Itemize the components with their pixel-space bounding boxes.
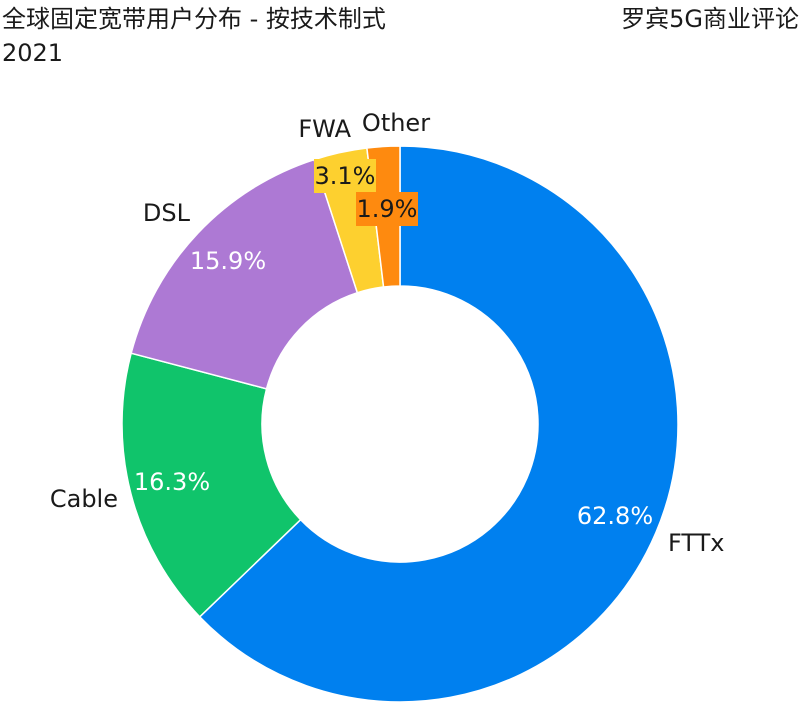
value-label-fwa: 3.1% (315, 162, 376, 190)
slice-cable (121, 352, 302, 618)
value-label-bg-other (356, 192, 418, 226)
category-label-fwa: FWA (298, 115, 351, 143)
category-label-dsl: DSL (143, 199, 191, 227)
chart-title: 全球固定宽带用户分布 - 按技术制式 2021 (2, 2, 386, 70)
category-label-cable: Cable (50, 485, 118, 513)
category-label-other: Other (362, 109, 430, 137)
value-label-fttx: 62.8% (577, 502, 653, 530)
slice-dsl (130, 158, 359, 390)
chart-title-line-1: 全球固定宽带用户分布 - 按技术制式 (2, 5, 386, 33)
slice-fttx (198, 145, 679, 703)
chart-title-line-2: 2021 (2, 39, 64, 67)
value-label-dsl: 15.9% (190, 247, 266, 275)
chart-source: 罗宾5G商业评论 (621, 5, 799, 33)
value-label-cable: 16.3% (134, 468, 210, 496)
category-label-fttx: FTTx (668, 529, 724, 557)
value-label-other: 1.9% (357, 195, 418, 223)
value-label-bg-fwa (314, 159, 376, 193)
